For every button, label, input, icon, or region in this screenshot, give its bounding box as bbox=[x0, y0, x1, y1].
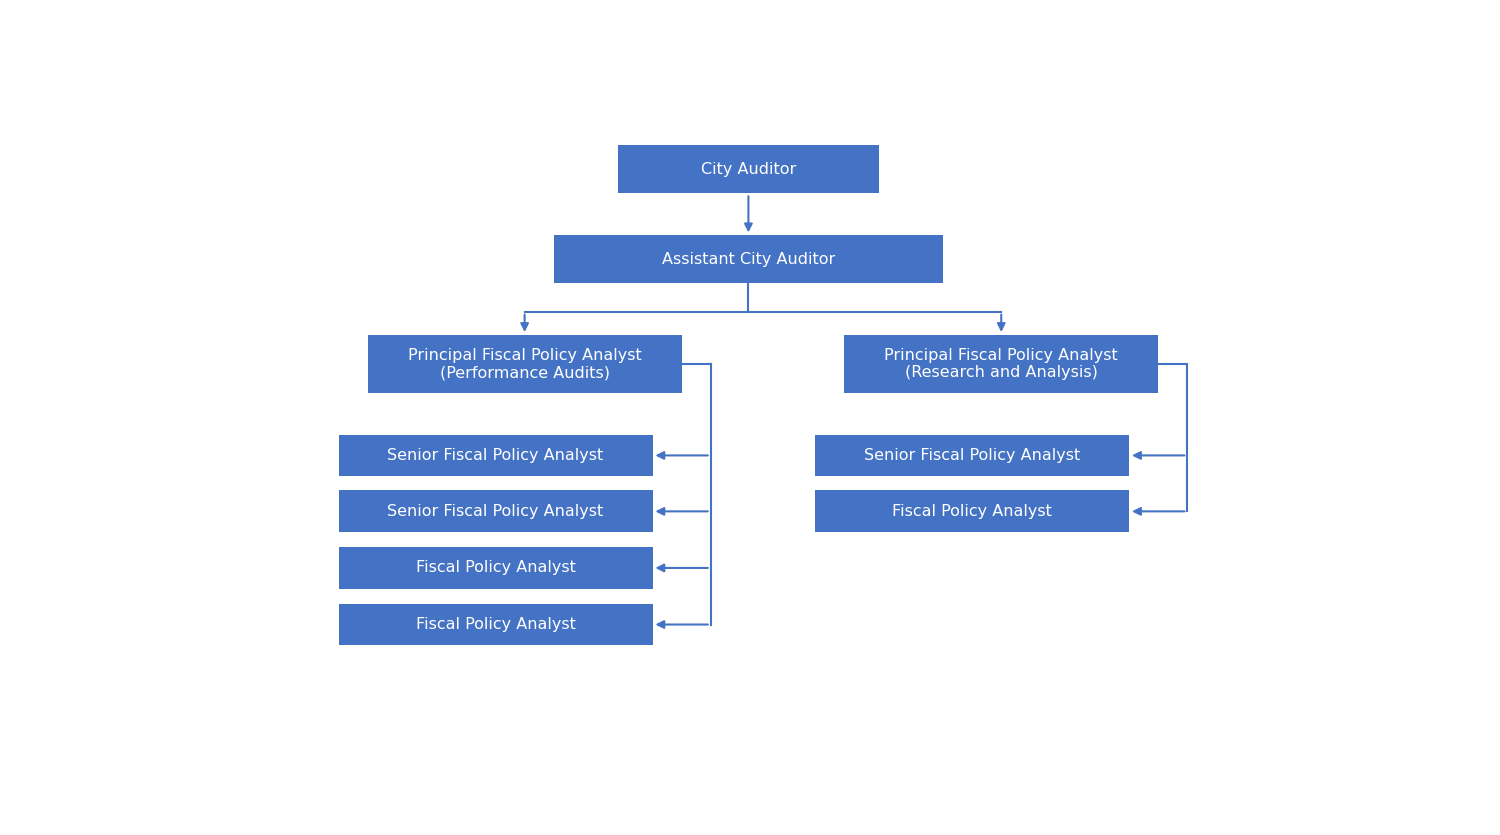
Text: Senior Fiscal Policy Analyst: Senior Fiscal Policy Analyst bbox=[864, 448, 1080, 463]
FancyBboxPatch shape bbox=[339, 604, 652, 645]
Text: Fiscal Policy Analyst: Fiscal Policy Analyst bbox=[892, 504, 1052, 519]
Text: City Auditor: City Auditor bbox=[700, 162, 796, 177]
Text: Principal Fiscal Policy Analyst
(Performance Audits): Principal Fiscal Policy Analyst (Perform… bbox=[408, 347, 642, 380]
FancyBboxPatch shape bbox=[816, 490, 1130, 532]
Text: Principal Fiscal Policy Analyst
(Research and Analysis): Principal Fiscal Policy Analyst (Researc… bbox=[885, 347, 1118, 380]
FancyBboxPatch shape bbox=[339, 434, 652, 476]
FancyBboxPatch shape bbox=[844, 335, 1158, 392]
Text: Senior Fiscal Policy Analyst: Senior Fiscal Policy Analyst bbox=[387, 504, 603, 519]
FancyBboxPatch shape bbox=[339, 547, 652, 589]
Text: Assistant City Auditor: Assistant City Auditor bbox=[662, 252, 836, 267]
Text: Fiscal Policy Analyst: Fiscal Policy Analyst bbox=[416, 560, 576, 575]
FancyBboxPatch shape bbox=[816, 434, 1130, 476]
Text: Senior Fiscal Policy Analyst: Senior Fiscal Policy Analyst bbox=[387, 448, 603, 463]
FancyBboxPatch shape bbox=[618, 145, 879, 194]
FancyBboxPatch shape bbox=[339, 490, 652, 532]
FancyBboxPatch shape bbox=[368, 335, 681, 392]
FancyBboxPatch shape bbox=[554, 235, 944, 283]
Text: Fiscal Policy Analyst: Fiscal Policy Analyst bbox=[416, 617, 576, 632]
